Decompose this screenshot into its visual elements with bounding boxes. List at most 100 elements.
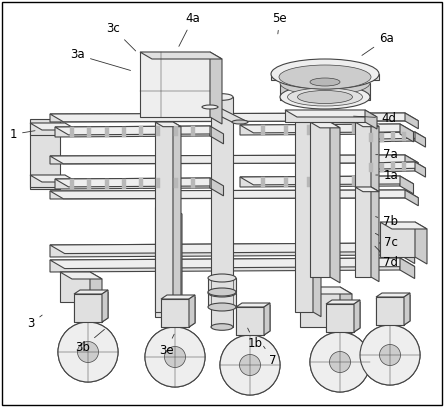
Circle shape xyxy=(164,346,186,368)
Polygon shape xyxy=(70,179,74,189)
Polygon shape xyxy=(74,290,108,294)
Polygon shape xyxy=(30,123,65,135)
Circle shape xyxy=(220,335,280,395)
Polygon shape xyxy=(210,52,222,124)
Polygon shape xyxy=(50,155,418,164)
Polygon shape xyxy=(375,124,379,134)
Ellipse shape xyxy=(280,85,370,109)
Polygon shape xyxy=(74,296,102,322)
Polygon shape xyxy=(400,243,415,264)
Polygon shape xyxy=(310,122,330,277)
Circle shape xyxy=(329,352,350,372)
Polygon shape xyxy=(326,300,360,304)
Polygon shape xyxy=(354,302,360,332)
Polygon shape xyxy=(376,293,410,297)
Polygon shape xyxy=(122,179,126,188)
Polygon shape xyxy=(240,124,413,133)
Polygon shape xyxy=(102,290,108,322)
Text: 3: 3 xyxy=(28,315,42,330)
Circle shape xyxy=(310,332,370,392)
Polygon shape xyxy=(240,176,400,187)
Polygon shape xyxy=(155,207,170,317)
Polygon shape xyxy=(139,127,143,136)
Polygon shape xyxy=(360,162,415,172)
Ellipse shape xyxy=(208,288,236,296)
Polygon shape xyxy=(155,122,173,312)
Polygon shape xyxy=(210,126,223,144)
Text: 7d: 7d xyxy=(375,246,398,269)
Circle shape xyxy=(360,325,420,385)
Ellipse shape xyxy=(288,88,362,106)
Polygon shape xyxy=(140,52,222,59)
Polygon shape xyxy=(30,175,65,187)
Polygon shape xyxy=(295,117,313,312)
Polygon shape xyxy=(202,107,248,122)
Polygon shape xyxy=(391,132,395,141)
Ellipse shape xyxy=(310,78,340,86)
Polygon shape xyxy=(173,122,181,317)
Circle shape xyxy=(78,341,99,363)
Polygon shape xyxy=(380,222,427,229)
Ellipse shape xyxy=(232,120,248,124)
Polygon shape xyxy=(156,178,160,188)
Polygon shape xyxy=(352,176,356,186)
Polygon shape xyxy=(50,258,415,269)
Circle shape xyxy=(380,344,400,365)
Text: 7: 7 xyxy=(264,346,277,367)
Circle shape xyxy=(239,354,261,376)
Polygon shape xyxy=(369,133,373,142)
Polygon shape xyxy=(400,258,415,278)
Polygon shape xyxy=(355,122,379,127)
Polygon shape xyxy=(284,125,288,135)
Circle shape xyxy=(360,325,420,385)
Polygon shape xyxy=(236,303,270,307)
Polygon shape xyxy=(404,295,410,325)
Polygon shape xyxy=(376,297,404,325)
Polygon shape xyxy=(189,295,195,327)
Polygon shape xyxy=(391,162,395,171)
Polygon shape xyxy=(236,305,270,309)
Polygon shape xyxy=(161,301,189,327)
Polygon shape xyxy=(50,113,405,122)
Polygon shape xyxy=(161,297,195,301)
Polygon shape xyxy=(156,126,160,136)
Polygon shape xyxy=(405,190,418,206)
Polygon shape xyxy=(55,126,210,137)
Polygon shape xyxy=(122,127,126,137)
Polygon shape xyxy=(360,132,415,142)
Polygon shape xyxy=(236,307,264,335)
Polygon shape xyxy=(404,293,410,325)
Circle shape xyxy=(145,327,205,387)
Polygon shape xyxy=(400,124,413,142)
Text: 7c: 7c xyxy=(375,233,398,249)
Circle shape xyxy=(58,322,118,382)
Text: 4d: 4d xyxy=(353,112,396,125)
Polygon shape xyxy=(329,176,333,186)
Polygon shape xyxy=(376,299,404,325)
Text: 6a: 6a xyxy=(362,32,394,55)
Polygon shape xyxy=(50,243,400,257)
Polygon shape xyxy=(284,177,288,187)
Text: 3c: 3c xyxy=(107,22,136,51)
Ellipse shape xyxy=(208,274,236,282)
Polygon shape xyxy=(326,304,354,332)
Polygon shape xyxy=(313,117,321,317)
Polygon shape xyxy=(295,117,321,122)
Polygon shape xyxy=(264,305,270,335)
Polygon shape xyxy=(405,155,418,171)
Polygon shape xyxy=(211,97,233,327)
Text: 5e: 5e xyxy=(273,12,287,34)
Polygon shape xyxy=(50,190,418,199)
Polygon shape xyxy=(300,287,340,327)
Polygon shape xyxy=(240,124,400,135)
Polygon shape xyxy=(174,178,178,188)
Text: 3b: 3b xyxy=(75,329,104,354)
Polygon shape xyxy=(55,178,223,187)
Polygon shape xyxy=(261,125,265,135)
Polygon shape xyxy=(60,272,102,279)
Circle shape xyxy=(310,332,370,392)
Polygon shape xyxy=(55,126,223,135)
Polygon shape xyxy=(90,272,102,309)
Polygon shape xyxy=(70,127,74,137)
Polygon shape xyxy=(405,113,418,129)
